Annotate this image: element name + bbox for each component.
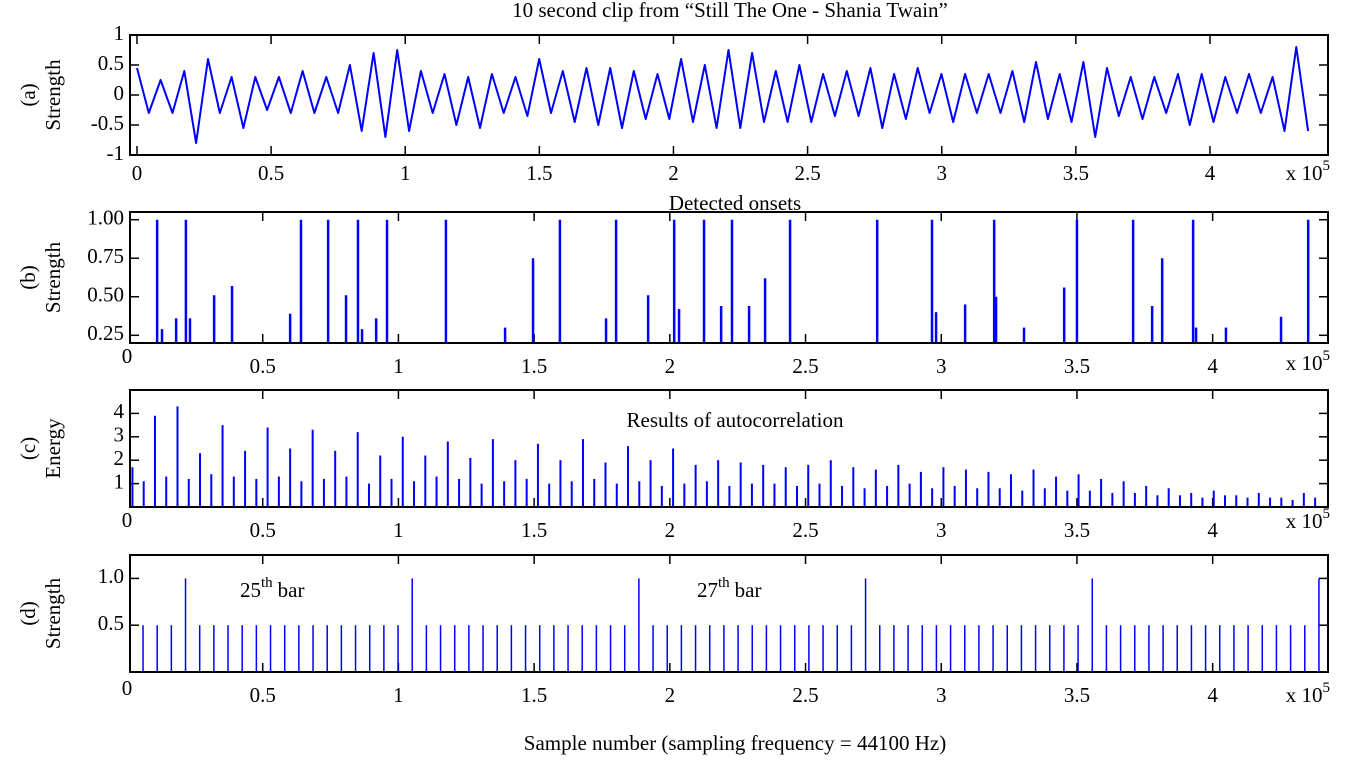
x-tick-label: 3.5 xyxy=(1064,683,1090,707)
annotation: 25th bar xyxy=(240,575,305,601)
y-axis-label: Energy xyxy=(41,418,65,479)
y-tick-label: 1 xyxy=(114,469,125,493)
x-scale-exponent: 5 xyxy=(1323,348,1331,364)
x-scale-label: x 105 xyxy=(1286,158,1330,184)
x-tick-label: 1 xyxy=(393,518,404,542)
x-scale-exponent: 5 xyxy=(1323,158,1331,174)
chart-title: Results of autocorrelation xyxy=(627,408,844,432)
y-tick-label: 0.50 xyxy=(87,283,124,307)
x-tick-label: 0.5 xyxy=(250,518,276,542)
x-tick-label: 1.5 xyxy=(526,161,552,185)
y-tick-label: 0.25 xyxy=(87,321,124,345)
panel-label: (d) xyxy=(16,601,40,626)
y-tick-label: -1 xyxy=(107,141,125,165)
x-tick-label: 0 xyxy=(132,161,143,185)
x-tick-label: 2.5 xyxy=(792,354,818,378)
annotation: 27th bar xyxy=(697,575,762,601)
x-tick-label: 3.5 xyxy=(1064,354,1090,378)
annotation-word: bar xyxy=(735,578,762,602)
plot-frame xyxy=(129,554,1329,673)
y-tick-label: 1.00 xyxy=(87,206,124,230)
x-scale-base: x 10 xyxy=(1286,683,1323,707)
x-tick-label: 1.5 xyxy=(521,354,547,378)
x-scale-exponent: 5 xyxy=(1323,680,1331,696)
annotation-number: 25 xyxy=(240,578,261,602)
y-tick-label: 3 xyxy=(114,423,125,447)
panel-label: (a) xyxy=(16,83,40,106)
y-tick-label: 0.5 xyxy=(98,51,124,75)
x-tick-label: 0 xyxy=(122,508,133,532)
plot-frame xyxy=(129,389,1329,508)
annotation-word: bar xyxy=(278,578,305,602)
y-tick-label: 2 xyxy=(114,446,125,470)
x-tick-label: 4 xyxy=(1205,161,1216,185)
annotation-number: 27 xyxy=(697,578,718,602)
x-scale-exponent: 5 xyxy=(1323,506,1331,522)
x-tick-label: 1 xyxy=(400,161,411,185)
x-tick-label: 3.5 xyxy=(1064,518,1090,542)
x-tick-label: 0 xyxy=(122,676,133,700)
x-tick-label: 2 xyxy=(665,518,676,542)
x-scale-label: x 105 xyxy=(1286,506,1330,532)
x-tick-label: 1 xyxy=(393,683,404,707)
y-tick-label: 4 xyxy=(114,399,125,423)
x-tick-label: 4 xyxy=(1207,354,1218,378)
x-tick-label: 3 xyxy=(936,683,947,707)
y-axis-label: Strength xyxy=(41,577,65,649)
x-tick-label: 2.5 xyxy=(792,683,818,707)
x-tick-label: 1.5 xyxy=(521,518,547,542)
x-scale-base: x 10 xyxy=(1286,351,1323,375)
panel-label: (c) xyxy=(16,437,40,460)
x-tick-label: 2 xyxy=(665,683,676,707)
x-tick-label: 3.5 xyxy=(1063,161,1089,185)
x-tick-label: 3 xyxy=(936,518,947,542)
x-tick-label: 1.5 xyxy=(521,683,547,707)
x-scale-label: x 105 xyxy=(1286,680,1330,706)
y-tick-label: 0 xyxy=(114,81,125,105)
chart-title: Detected onsets xyxy=(669,191,801,215)
x-scale-base: x 10 xyxy=(1286,161,1323,185)
y-tick-label: -0.5 xyxy=(91,111,124,135)
annotation-suffix: th xyxy=(718,575,730,591)
x-tick-label: 4 xyxy=(1207,518,1218,542)
x-axis-label: Sample number (sampling frequency = 4410… xyxy=(524,731,946,755)
x-tick-label: 2.5 xyxy=(794,161,820,185)
chart-title: 10 second clip from “Still The One - Sha… xyxy=(512,0,948,22)
x-tick-label: 2 xyxy=(665,354,676,378)
x-tick-label: 1 xyxy=(393,354,404,378)
x-scale-base: x 10 xyxy=(1286,509,1323,533)
y-tick-label: 1.0 xyxy=(98,564,124,588)
waveform xyxy=(136,46,1310,144)
x-tick-label: 2 xyxy=(668,161,679,185)
x-tick-label: 4 xyxy=(1207,683,1218,707)
x-tick-label: 0.5 xyxy=(250,354,276,378)
y-tick-label: 0.75 xyxy=(87,244,124,268)
x-tick-label: 2.5 xyxy=(792,518,818,542)
x-tick-label: 3 xyxy=(936,354,947,378)
x-tick-label: 3 xyxy=(936,161,947,185)
y-tick-label: 1 xyxy=(114,21,125,45)
y-tick-label: 0.5 xyxy=(98,611,124,635)
annotation-suffix: th xyxy=(261,575,273,591)
x-tick-label: 0.5 xyxy=(258,161,284,185)
x-tick-label: 0.5 xyxy=(250,683,276,707)
x-scale-label: x 105 xyxy=(1286,348,1330,374)
panel-label: (b) xyxy=(16,265,40,290)
y-axis-label: Strength xyxy=(41,59,65,131)
plot-frame xyxy=(129,211,1329,344)
plot-frame xyxy=(129,34,1329,156)
x-tick-label: 0 xyxy=(122,344,133,368)
y-axis-label: Strength xyxy=(41,241,65,313)
